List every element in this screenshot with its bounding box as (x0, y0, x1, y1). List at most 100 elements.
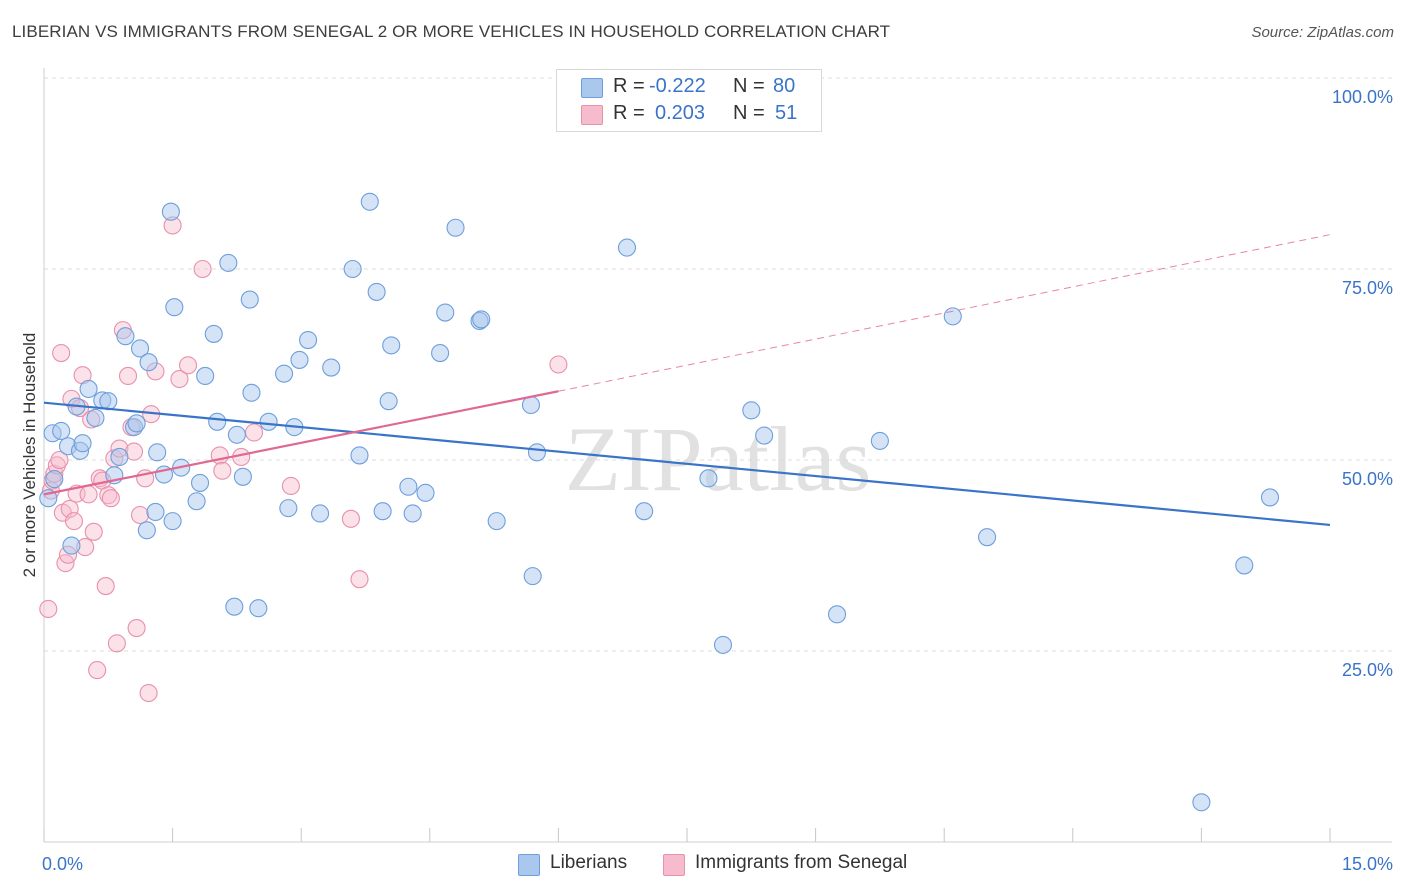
liberians-point (827, 605, 847, 624)
liberians-point (139, 353, 158, 372)
trend-lines (43, 234, 1331, 527)
chart-title: LIBERIAN VS IMMIGRANTS FROM SENEGAL 2 OR… (12, 22, 891, 41)
senegal-point (39, 599, 58, 619)
liberians-point (322, 358, 341, 377)
liberians-point (870, 431, 889, 450)
liberians-trend-line (43, 401, 1331, 527)
senegal-point (193, 259, 212, 279)
liberians-point (382, 336, 401, 355)
senegal-point (118, 366, 138, 386)
liberians-point (373, 502, 392, 521)
liberians-point (472, 310, 491, 329)
liberians-point (99, 392, 118, 411)
legend-swatch-liberians (581, 78, 603, 98)
liberians-point (431, 343, 450, 363)
senegal-point (213, 461, 232, 480)
liberians-point (225, 597, 244, 616)
y-axis-label: 2 or more Vehicles in Household (20, 333, 39, 578)
liberians-point (110, 447, 129, 466)
bottom-legend-swatch-senegal (663, 854, 685, 876)
y-tick-label: 50.0% (1342, 469, 1393, 489)
liberians-point (713, 635, 733, 654)
liberians-point (299, 331, 318, 350)
liberians-point (45, 470, 64, 489)
liberians-point (187, 492, 206, 511)
liberians-point (755, 426, 774, 445)
liberians-point (446, 218, 465, 237)
liberians-point (86, 408, 105, 428)
senegal-point (84, 522, 103, 541)
liberians-point (79, 379, 98, 398)
liberians-point (487, 512, 506, 531)
liberians-point (249, 599, 268, 618)
senegal-point (130, 505, 150, 525)
liberians-point (219, 253, 238, 272)
bottom-legend-label-senegal: Immigrants from Senegal (695, 852, 908, 873)
legend-swatch-senegal (581, 105, 603, 125)
liberians-point (163, 512, 182, 531)
senegal-point (52, 343, 71, 363)
liberians-point (379, 392, 398, 411)
liberians-point (196, 366, 215, 386)
liberians-point (350, 446, 369, 465)
legend-n-value: 51 (775, 102, 798, 124)
liberians-point (137, 521, 156, 540)
senegal-point (88, 661, 107, 680)
senegal-point (139, 683, 158, 703)
liberians-point (240, 290, 259, 309)
series-senegal-points (39, 216, 568, 703)
liberians-point (742, 401, 761, 420)
correlation-legend: R = -0.222 N = 80 R = 0.203 N = 51 (556, 69, 822, 132)
senegal-trend-line (43, 390, 559, 496)
liberians-point (635, 502, 654, 521)
liberians-point (343, 259, 362, 279)
source-label: Source: ZipAtlas.com (1251, 24, 1394, 41)
legend-r-label: R = (613, 75, 645, 97)
y-tick-labels: 25.0% 50.0% 75.0% 100.0% (1332, 87, 1393, 680)
bottom-legend-label-liberians: Liberians (550, 852, 628, 873)
liberians-point (617, 238, 637, 257)
legend-r-label: R = (613, 102, 645, 124)
liberians-point (1235, 556, 1254, 575)
series-liberians-points (39, 192, 1280, 812)
x-tick-labels: 0.0% 15.0% (42, 854, 1393, 874)
axes (43, 68, 1392, 843)
liberians-point (416, 483, 435, 502)
liberians-point (161, 202, 180, 221)
senegal-point (281, 476, 300, 496)
liberians-point (242, 383, 261, 402)
liberians-point (275, 364, 294, 383)
legend-r-value: -0.222 (649, 75, 706, 97)
x-tick-label: 0.0% (42, 854, 83, 874)
liberians-point (523, 567, 542, 586)
senegal-point (96, 577, 115, 596)
legend-n-value: 80 (773, 75, 796, 97)
senegal-point (101, 489, 120, 508)
liberians-point (399, 477, 418, 496)
liberians-point (279, 499, 298, 518)
senegal-point (99, 486, 118, 505)
liberians-point (148, 443, 167, 462)
liberians-point (290, 350, 309, 369)
liberians-point (146, 502, 165, 522)
liberians-point (227, 425, 246, 444)
senegal-point (79, 485, 98, 504)
liberians-point (204, 324, 223, 343)
liberians-point (73, 434, 92, 453)
x-tick-label: 15.0% (1342, 854, 1393, 874)
senegal-point (178, 356, 198, 375)
bottom-legend-swatch-liberians (518, 854, 540, 876)
liberians-point (165, 298, 184, 317)
y-tick-label: 75.0% (1342, 278, 1393, 298)
liberians-point (259, 412, 278, 431)
liberians-point (527, 443, 547, 462)
liberians-point (127, 414, 146, 433)
legend-n-label: N = (733, 102, 765, 124)
y-tick-label: 100.0% (1332, 87, 1393, 107)
legend-r-value: 0.203 (655, 102, 706, 124)
liberians-point (233, 467, 252, 486)
liberians-point (116, 327, 135, 346)
liberians-point (311, 504, 330, 523)
liberians-point (367, 282, 386, 301)
